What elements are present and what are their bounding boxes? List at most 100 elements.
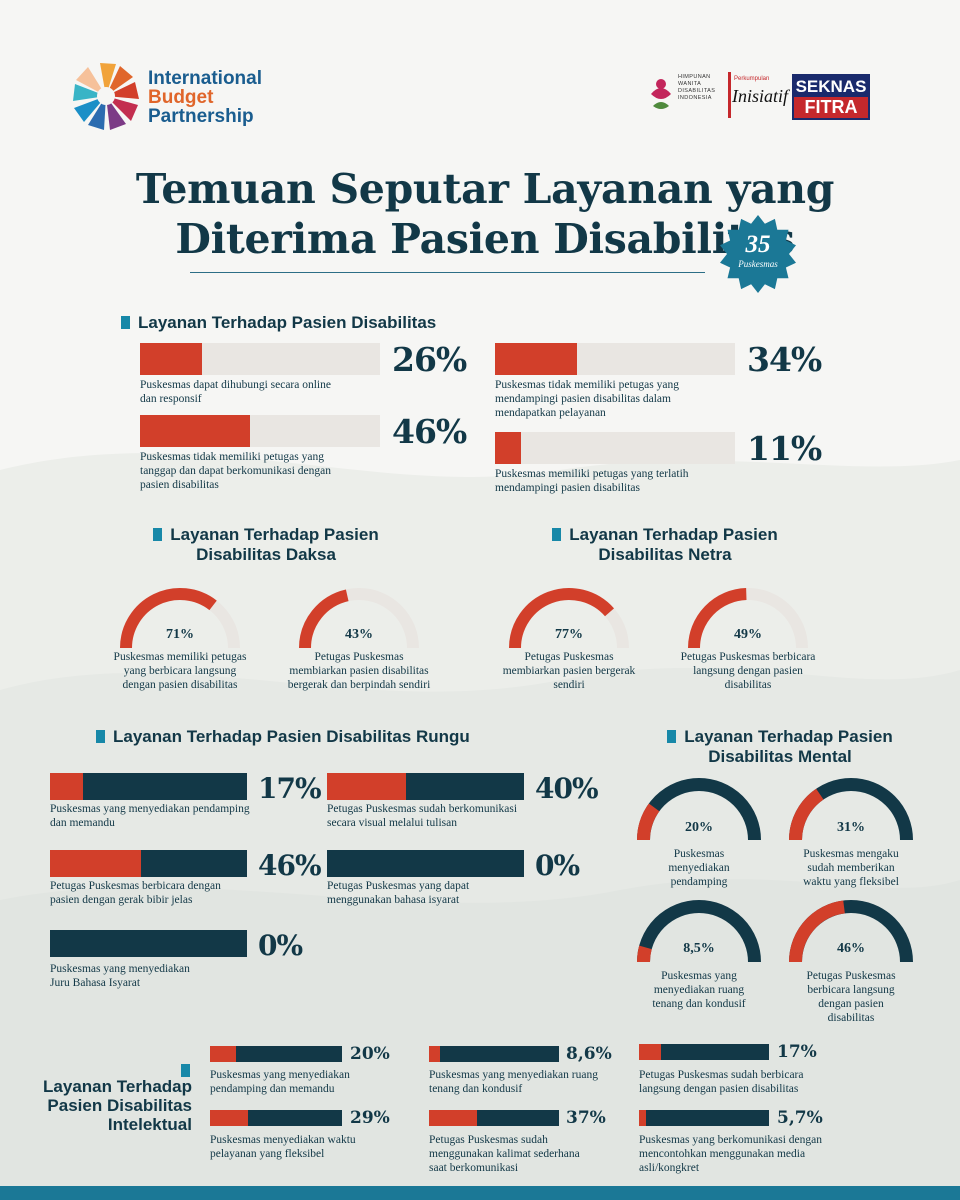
bar-fill bbox=[429, 1110, 478, 1126]
bar-fill bbox=[210, 1046, 237, 1062]
title-line-1: Temuan Seputar Layanan yang bbox=[135, 165, 835, 213]
lotus-icon bbox=[651, 79, 671, 109]
heading-square-icon bbox=[552, 528, 562, 541]
bar-track bbox=[495, 432, 735, 464]
gauge-caption: Petugas Puskesmas membiarkan pasien berge… bbox=[502, 651, 636, 691]
bar-caption: Puskesmas menyediakan waktu pelayanan yan… bbox=[210, 1134, 356, 1160]
gauge-fill bbox=[637, 803, 660, 841]
gauge-svg bbox=[637, 900, 761, 963]
bar-percent: 46% bbox=[392, 412, 467, 451]
heading-square-icon bbox=[667, 730, 677, 743]
bar-track bbox=[639, 1044, 769, 1060]
gauge-caption: Petugas Puskesmas berbicara langsung denga… bbox=[806, 970, 896, 1024]
bar-track bbox=[429, 1110, 559, 1126]
hwdi-line-3: DISABILITAS bbox=[678, 88, 716, 94]
section-heading-mental: Layanan Terhadap Pasien Disabilitas Ment… bbox=[655, 727, 905, 767]
heading-square-icon bbox=[153, 528, 163, 541]
bar-percent: 11% bbox=[747, 429, 822, 468]
gauge-percent: 43% bbox=[345, 627, 373, 642]
gauge-track bbox=[637, 900, 761, 963]
bar-percent: 8,6% bbox=[566, 1044, 612, 1064]
heading-square-icon bbox=[181, 1064, 190, 1077]
bar-caption: Puskesmas yang menyediakan pendamping dan… bbox=[50, 803, 250, 829]
bar-caption: Puskesmas tidak memiliki petugas yang tan… bbox=[140, 451, 331, 491]
bar-percent: 0% bbox=[535, 849, 580, 882]
gauge-chart bbox=[789, 776, 913, 841]
bar-caption: Petugas Puskesmas sudah menggunakan kalim… bbox=[429, 1134, 580, 1174]
ibp-logo-mark bbox=[73, 63, 139, 130]
gauge-caption: Puskesmas memiliki petugas yang berbicara… bbox=[113, 651, 247, 691]
bar-fill bbox=[140, 415, 251, 447]
bar-caption: Petugas Puskesmas yang dapat menggunakan … bbox=[327, 880, 470, 906]
gauge-svg bbox=[509, 588, 629, 649]
bar-percent: 5,7% bbox=[777, 1108, 823, 1128]
bar-fill bbox=[495, 432, 522, 464]
gauge-fill bbox=[120, 588, 217, 649]
gauge-chart bbox=[120, 586, 240, 649]
bar-caption: Petugas Puskesmas sudah berbicara langsun… bbox=[639, 1069, 804, 1095]
bar-fill bbox=[327, 773, 406, 800]
bar-fill bbox=[639, 1110, 647, 1126]
bar-caption: Puskesmas yang menyediakan ruang tenang d… bbox=[429, 1069, 598, 1095]
bar-percent: 40% bbox=[535, 772, 599, 805]
bar-percent: 0% bbox=[258, 929, 303, 962]
title-underline bbox=[190, 272, 705, 273]
bar-caption: Petugas Puskesmas sudah berkomunikasi sec… bbox=[327, 803, 518, 829]
bar-caption: Puskesmas tidak memiliki petugas yang men… bbox=[495, 379, 679, 419]
bar-fill bbox=[210, 1110, 249, 1126]
gauge-chart bbox=[299, 586, 419, 649]
hwdi-line-2: WANITA bbox=[678, 81, 702, 87]
bar-track bbox=[140, 343, 380, 375]
bar-track bbox=[639, 1110, 769, 1126]
hwdi-logo: HIMPUNAN WANITA DISABILITAS INDONESIA bbox=[648, 72, 724, 120]
badge-number: 35 bbox=[745, 231, 771, 258]
gauge-svg bbox=[637, 778, 761, 841]
bar-caption: Puskesmas yang menyediakan Juru Bahasa Is… bbox=[50, 963, 190, 989]
gauge-percent: 8,5% bbox=[683, 941, 715, 956]
bar-fill bbox=[140, 343, 203, 375]
gauge-fill bbox=[637, 945, 652, 963]
bar-caption: Puskesmas yang menyediakan pendamping dan… bbox=[210, 1069, 350, 1095]
bar-track bbox=[50, 930, 247, 957]
ibp-word-3: Partnership bbox=[148, 106, 254, 127]
bar-fill bbox=[639, 1044, 662, 1060]
bar-percent: 17% bbox=[777, 1042, 817, 1062]
bar-percent: 34% bbox=[747, 340, 822, 379]
bar-percent: 29% bbox=[350, 1108, 390, 1128]
bar-track bbox=[210, 1110, 342, 1126]
section-heading-umum: Layanan Terhadap Pasien Disabilitas bbox=[121, 313, 436, 333]
heading-square-icon bbox=[121, 316, 130, 329]
gauge-caption: Petugas Puskesmas berbicara langsung deng… bbox=[680, 651, 816, 691]
inisiatif-word: Inisiatif bbox=[732, 86, 789, 106]
bar-percent: 26% bbox=[392, 340, 467, 379]
bar-track bbox=[140, 415, 380, 447]
gauge-fill bbox=[688, 588, 747, 649]
bar-track bbox=[50, 850, 247, 877]
gauge-fill bbox=[509, 588, 615, 649]
section-heading-netra: Layanan Terhadap Pasien Disabilitas Netr… bbox=[545, 525, 785, 565]
badge-label: Puskesmas bbox=[738, 259, 778, 269]
inisiatif-logo: Perkumpulan Inisiatif bbox=[728, 72, 789, 120]
ibp-word-1: International bbox=[148, 68, 263, 89]
gauge-percent: 49% bbox=[734, 627, 762, 642]
bar-fill bbox=[50, 773, 84, 800]
gauge-caption: Puskesmas yang menyediakan ruang tenang da… bbox=[652, 970, 746, 1010]
gauge-svg bbox=[789, 778, 913, 841]
ibp-word-2: Budget bbox=[148, 87, 214, 108]
title-line-2: Diterima Pasien Disabilitas bbox=[175, 215, 795, 263]
gauge-percent: 77% bbox=[555, 627, 583, 642]
gauge-chart bbox=[637, 776, 761, 841]
gauge-chart bbox=[688, 586, 808, 649]
gauge-fill bbox=[789, 900, 846, 963]
gauge-svg bbox=[299, 588, 419, 649]
badge-star-shape bbox=[720, 215, 796, 293]
ibp-wordmark: International Budget Partnership bbox=[148, 69, 262, 126]
gauge-fill bbox=[299, 589, 349, 649]
gauge-percent: 71% bbox=[166, 627, 194, 642]
gauge-fill bbox=[789, 788, 824, 841]
bar-caption: Puskesmas memiliki petugas yang terlatih… bbox=[495, 468, 689, 494]
bar-caption: Puskesmas dapat dihubungi secara online d… bbox=[140, 379, 331, 405]
gauge-caption: Puskesmas mengaku sudah memberikan waktu y… bbox=[803, 848, 899, 888]
heading-square-icon bbox=[96, 730, 105, 743]
seknas-fitra-logo: SEKNAS FITRA bbox=[792, 74, 870, 120]
